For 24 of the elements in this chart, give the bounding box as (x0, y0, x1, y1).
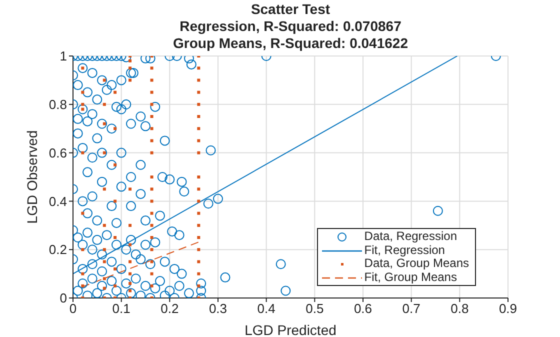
x-tick-label: 0.3 (208, 301, 228, 316)
x-axis-title: LGD Predicted (244, 322, 336, 337)
x-tick-label: 0.9 (498, 301, 518, 316)
y-tick-label: 0.2 (48, 242, 67, 258)
x-tick-label: 0.7 (402, 301, 420, 316)
y-axis-title: LGD Observed (24, 130, 40, 224)
chart-title: Scatter Test (250, 1, 332, 18)
y-tick-label: 0.4 (48, 194, 67, 209)
y-tick-label: 1 (60, 48, 67, 64)
legend-label: Data, Group Means (364, 256, 469, 270)
y-tick-label: 0 (60, 290, 67, 306)
legend-label: Fit, Group Means (364, 270, 457, 284)
chart-subtitle: Regression, R-Squared: 0.070867 Group Means, R-Squared: 0.041622 (172, 18, 409, 52)
x-tick-label: 0.8 (450, 301, 469, 316)
y-tick-label: 0.6 (48, 145, 67, 160)
x-tick-label: 0.2 (160, 301, 179, 316)
x-tick-label: 0.6 (354, 301, 372, 316)
x-tick-label: 0.4 (257, 301, 276, 316)
x-tick-label: 0.5 (306, 301, 324, 316)
x-tick-label: 0 (69, 301, 77, 316)
y-tick-label: 0.8 (48, 97, 67, 112)
x-tick-label: 0.1 (112, 301, 130, 316)
legend-label: Fit, Regression (364, 242, 445, 257)
legend-label: Data, Regression (364, 229, 457, 244)
